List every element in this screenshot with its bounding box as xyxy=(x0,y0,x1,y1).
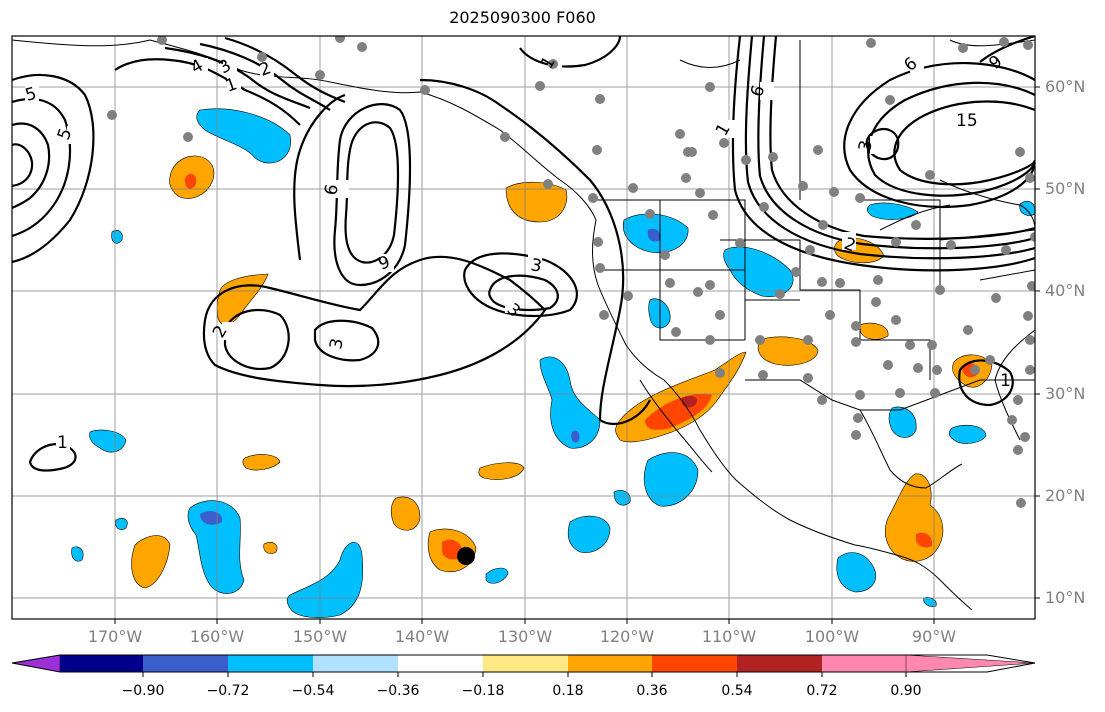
contour-label: 3 xyxy=(855,139,877,153)
colorbar-segment xyxy=(143,655,229,672)
lat-label: 20°N xyxy=(1045,486,1086,505)
colorbar-segment xyxy=(822,655,908,672)
colorbar-tick-label: 0.36 xyxy=(636,683,668,699)
colorbar-tick-label: −0.90 xyxy=(121,683,165,699)
lat-label: 50°N xyxy=(1045,179,1086,198)
colorbar-segment xyxy=(60,655,144,672)
contour-label: 6 xyxy=(321,183,343,197)
colorbar-segment xyxy=(737,655,823,672)
lon-label: 100°W xyxy=(804,627,860,646)
contour-label: 15 xyxy=(956,111,978,131)
lon-label: 90°W xyxy=(911,627,957,646)
colorbar-segment xyxy=(652,655,738,672)
coastlines xyxy=(12,39,1035,611)
lon-label: 170°W xyxy=(87,627,143,646)
lon-label: 150°W xyxy=(292,627,348,646)
colorbar-tick-label: 0.72 xyxy=(806,683,838,699)
colorbar-tick-label: −0.36 xyxy=(376,683,420,699)
lat-label: 10°N xyxy=(1045,588,1086,607)
colorbar-tick-label: 0.90 xyxy=(890,683,922,699)
lat-label: 60°N xyxy=(1045,77,1086,96)
colorbar xyxy=(11,654,1036,677)
lon-label: 160°W xyxy=(189,627,245,646)
storm-marker xyxy=(457,547,475,565)
colorbar-tick-label: −0.18 xyxy=(461,683,505,699)
colorbar-segment xyxy=(398,655,484,672)
map-frame xyxy=(11,35,1036,620)
contour-label: 1 xyxy=(1000,371,1011,391)
lat-label: 30°N xyxy=(1045,384,1086,403)
contour-label: 3 xyxy=(326,337,348,351)
colorbar-segment xyxy=(228,655,314,672)
lon-label: 120°W xyxy=(599,627,655,646)
station-dots xyxy=(107,36,1035,508)
colorbar-tick-label: −0.72 xyxy=(206,683,250,699)
map-title: 2025090300 F060 xyxy=(449,8,596,27)
lat-label: 40°N xyxy=(1045,281,1086,300)
lon-label: 110°W xyxy=(701,627,757,646)
lon-label: 140°W xyxy=(394,627,450,646)
colorbar-tick-label: 0.18 xyxy=(552,683,584,699)
colorbar-tick-label: 0.54 xyxy=(721,683,753,699)
contour-label-halos xyxy=(25,54,924,450)
contour-label: 1 xyxy=(57,433,68,453)
axis-ticks xyxy=(114,86,1040,624)
colorbar-segment xyxy=(568,655,654,672)
colorbar-tick-label: −0.54 xyxy=(291,683,335,699)
colorbar-extend-max xyxy=(905,654,1036,673)
contour-lines xyxy=(12,36,1035,472)
map-panel xyxy=(12,36,1035,619)
colorbar-extend-min xyxy=(11,654,61,673)
colorbar-segment xyxy=(313,655,399,672)
contour-label: 5 xyxy=(23,84,39,106)
lon-label: 130°W xyxy=(497,627,553,646)
colorbar-segment xyxy=(483,655,569,672)
contour-label: 3 xyxy=(529,255,543,277)
